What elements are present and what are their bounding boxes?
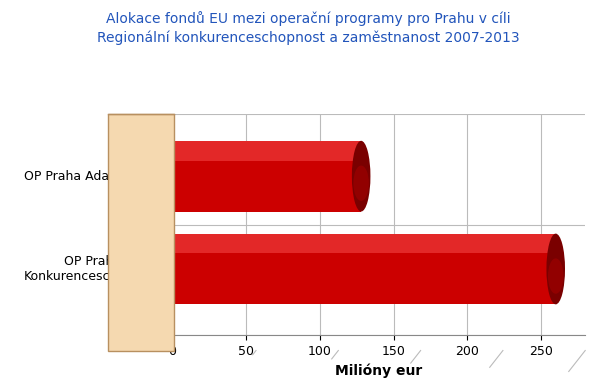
- Bar: [172, 141, 361, 161]
- Ellipse shape: [546, 234, 565, 304]
- Text: OP Praha
Konkurenceschopnost: OP Praha Konkurenceschopnost: [24, 255, 161, 283]
- Text: Alokace fondů EU mezi operační programy pro Prahu v cíli
Regionální konkurencesc: Alokace fondů EU mezi operační programy …: [97, 11, 519, 45]
- X-axis label: Milióny eur: Milióny eur: [335, 363, 423, 378]
- Bar: [172, 234, 556, 253]
- Ellipse shape: [163, 141, 182, 211]
- Ellipse shape: [163, 234, 182, 304]
- Ellipse shape: [548, 258, 564, 294]
- Bar: [172, 234, 556, 304]
- Bar: [172, 141, 361, 211]
- Ellipse shape: [352, 141, 370, 211]
- Ellipse shape: [354, 166, 369, 201]
- Text: OP Praha Adaptabilita: OP Praha Adaptabilita: [24, 170, 161, 182]
- Polygon shape: [108, 114, 174, 351]
